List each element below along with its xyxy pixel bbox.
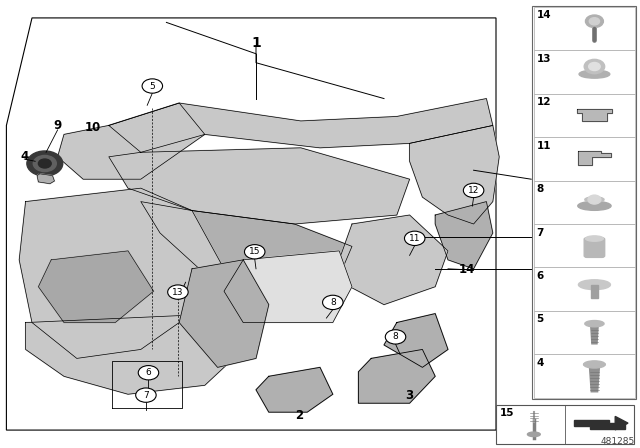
Text: 4: 4 <box>536 358 544 368</box>
Polygon shape <box>410 125 499 224</box>
FancyBboxPatch shape <box>534 94 635 137</box>
FancyBboxPatch shape <box>584 238 605 257</box>
Polygon shape <box>615 417 628 430</box>
FancyBboxPatch shape <box>534 137 635 181</box>
FancyBboxPatch shape <box>591 285 598 298</box>
Polygon shape <box>141 202 352 305</box>
Text: 481285: 481285 <box>600 437 635 446</box>
Polygon shape <box>573 420 625 429</box>
Polygon shape <box>109 148 410 224</box>
Circle shape <box>323 295 343 310</box>
FancyBboxPatch shape <box>534 311 635 354</box>
Text: 6: 6 <box>146 368 151 377</box>
Text: 3: 3 <box>406 388 413 402</box>
Text: 13: 13 <box>536 54 551 64</box>
Text: 10: 10 <box>84 121 101 134</box>
Circle shape <box>27 151 63 176</box>
FancyBboxPatch shape <box>534 7 635 50</box>
Text: 12: 12 <box>468 186 479 195</box>
Polygon shape <box>58 103 205 179</box>
Text: 1: 1 <box>251 35 261 50</box>
Polygon shape <box>591 323 598 344</box>
Text: 4: 4 <box>20 150 28 164</box>
Polygon shape <box>577 109 612 121</box>
Text: 6: 6 <box>536 271 543 281</box>
Circle shape <box>168 285 188 299</box>
FancyBboxPatch shape <box>534 354 635 398</box>
FancyBboxPatch shape <box>532 6 636 399</box>
Ellipse shape <box>586 236 604 241</box>
Polygon shape <box>37 174 54 184</box>
Polygon shape <box>256 367 333 412</box>
Circle shape <box>38 159 51 168</box>
Text: 8: 8 <box>330 298 335 307</box>
Ellipse shape <box>527 432 540 436</box>
Polygon shape <box>19 188 224 358</box>
Polygon shape <box>224 251 352 323</box>
Circle shape <box>142 79 163 93</box>
Ellipse shape <box>578 202 611 211</box>
Circle shape <box>385 330 406 344</box>
Text: 15: 15 <box>249 247 260 256</box>
Circle shape <box>33 155 56 172</box>
Text: 7: 7 <box>143 391 148 400</box>
Circle shape <box>589 62 600 70</box>
Text: 7: 7 <box>536 228 544 237</box>
Ellipse shape <box>584 361 605 368</box>
Circle shape <box>136 388 156 402</box>
FancyBboxPatch shape <box>534 50 635 94</box>
Circle shape <box>588 195 601 204</box>
FancyBboxPatch shape <box>534 181 635 224</box>
Circle shape <box>138 366 159 380</box>
Text: 11: 11 <box>536 141 551 151</box>
Polygon shape <box>109 99 493 152</box>
Polygon shape <box>435 202 493 269</box>
Polygon shape <box>38 251 154 323</box>
Text: 11: 11 <box>409 234 420 243</box>
Polygon shape <box>589 365 600 392</box>
Text: 5: 5 <box>150 82 155 90</box>
Polygon shape <box>384 314 448 367</box>
FancyBboxPatch shape <box>496 405 634 444</box>
Circle shape <box>463 183 484 198</box>
Ellipse shape <box>585 321 604 327</box>
Text: 9: 9 <box>54 119 61 132</box>
Text: 8: 8 <box>536 184 543 194</box>
Circle shape <box>586 15 604 28</box>
Circle shape <box>404 231 425 246</box>
Text: 15: 15 <box>500 408 515 418</box>
Circle shape <box>589 17 600 25</box>
Text: 14: 14 <box>459 263 476 276</box>
FancyBboxPatch shape <box>534 267 635 311</box>
Text: 2: 2 <box>296 409 303 422</box>
Circle shape <box>584 59 605 73</box>
Ellipse shape <box>579 70 610 78</box>
Text: 13: 13 <box>172 288 184 297</box>
Text: 12: 12 <box>536 97 551 107</box>
Polygon shape <box>26 314 243 394</box>
Polygon shape <box>358 349 435 403</box>
Polygon shape <box>6 18 496 430</box>
Text: 8: 8 <box>393 332 398 341</box>
FancyBboxPatch shape <box>534 224 635 267</box>
Polygon shape <box>179 260 269 367</box>
Circle shape <box>244 245 265 259</box>
Ellipse shape <box>585 197 604 202</box>
Ellipse shape <box>579 280 611 290</box>
Polygon shape <box>578 151 611 165</box>
Polygon shape <box>333 215 448 305</box>
Text: 14: 14 <box>536 10 551 20</box>
Text: 5: 5 <box>536 314 543 324</box>
